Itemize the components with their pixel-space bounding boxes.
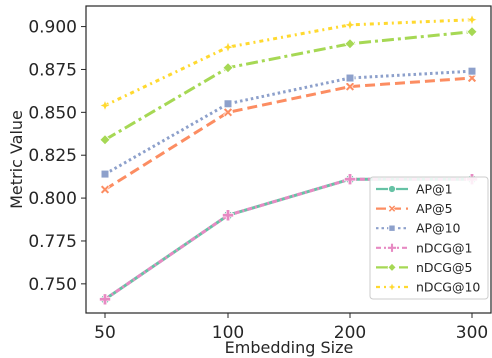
data-point (99, 293, 111, 306)
series-line (104, 18, 473, 107)
series-ap-at-5 (100, 73, 477, 195)
series-ap-at-10 (100, 66, 477, 179)
data-point (466, 14, 478, 26)
data-point (222, 209, 234, 222)
data-point (467, 73, 477, 83)
series-line (104, 69, 473, 176)
series-line (104, 30, 473, 142)
y-tick-label: 0.750 (28, 275, 77, 295)
data-point (99, 134, 111, 146)
data-point (344, 19, 356, 31)
legend-marker (387, 184, 397, 194)
y-tick-label: 0.775 (28, 232, 77, 252)
x-tick-label: 200 (334, 323, 366, 343)
legend-label: nDCG@1 (416, 240, 472, 255)
y-axis-title: Metric Value (7, 110, 26, 209)
data-point (345, 73, 355, 83)
data-point (99, 99, 111, 112)
data-point (467, 66, 477, 76)
y-tick-label: 0.900 (28, 18, 77, 38)
series-ndcg-at-10 (99, 14, 478, 112)
series-ndcg-at-5 (99, 26, 478, 146)
y-tick-label: 0.875 (28, 60, 77, 80)
legend-item: nDCG@1 (376, 240, 472, 255)
series-line (104, 76, 473, 191)
legend-marker (387, 262, 397, 272)
x-tick-label: 100 (212, 323, 244, 343)
legend-marker (387, 204, 397, 213)
data-point (222, 62, 234, 74)
legend-label: AP@5 (416, 201, 453, 216)
legend-marker (387, 282, 397, 292)
y-tick-label: 0.850 (28, 103, 77, 123)
legend-label: nDCG@10 (416, 280, 480, 295)
x-tick-label: 300 (456, 323, 488, 343)
y-tick-label: 0.825 (28, 146, 77, 166)
data-point (223, 107, 233, 118)
legend-label: AP@10 (416, 221, 461, 236)
y-tick-label: 0.800 (28, 189, 77, 209)
legend-item: nDCG@5 (376, 260, 472, 275)
legend-marker (388, 224, 396, 232)
data-point (345, 81, 355, 92)
data-point (344, 173, 356, 186)
legend-item: nDCG@10 (376, 280, 480, 295)
legend-item: AP@10 (376, 221, 461, 236)
axes: 0.750 0.775 0.800 0.825 0.850 0.875 0.900 50 100… (7, 5, 492, 357)
legend: AP@1 AP@5 AP@10 nDCG@1 nDCG@5 nDCG@10 (369, 176, 489, 300)
legend-item: AP@5 (376, 201, 453, 216)
x-axis-title: Embedding Size (225, 338, 354, 357)
data-point (100, 169, 110, 179)
series-line (104, 177, 472, 301)
plot-frame (85, 5, 492, 314)
x-tick-label: 50 (94, 323, 116, 343)
legend-marker (387, 243, 397, 253)
legend-item: AP@1 (376, 182, 453, 197)
data-point (466, 26, 478, 38)
data-point (222, 41, 234, 53)
data-point (100, 184, 110, 195)
data-point (223, 99, 233, 109)
legend-label: nDCG@5 (416, 260, 472, 275)
data-point (344, 38, 356, 50)
legend-label: AP@1 (416, 182, 453, 197)
